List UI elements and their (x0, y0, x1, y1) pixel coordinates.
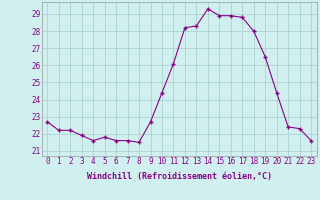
X-axis label: Windchill (Refroidissement éolien,°C): Windchill (Refroidissement éolien,°C) (87, 172, 272, 181)
